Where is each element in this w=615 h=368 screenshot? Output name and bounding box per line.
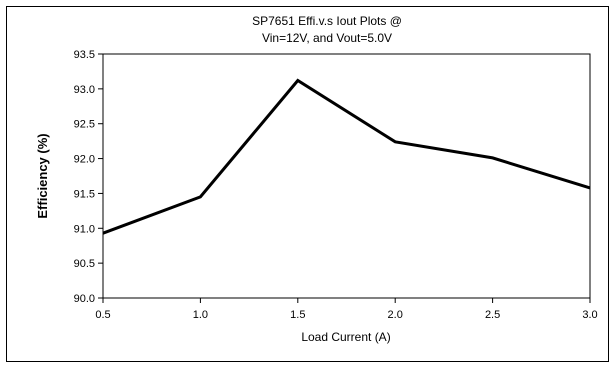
- x-axis-label: Load Current (A): [301, 330, 390, 344]
- x-tick-label: 3.0: [582, 309, 597, 321]
- x-tick-label: 1.0: [193, 309, 208, 321]
- x-tick-label: 0.5: [95, 309, 110, 321]
- x-tick-label: 2.0: [388, 309, 403, 321]
- x-axis-ticks: 0.5 1.0 1.5 2.0 2.5 3.0: [95, 298, 598, 321]
- y-tick-label: 93.5: [74, 49, 95, 61]
- y-tick-label: 93.0: [74, 84, 95, 96]
- x-tick-label: 1.5: [290, 309, 305, 321]
- y-tick-label: 91.5: [74, 188, 95, 200]
- plot-area: [102, 53, 591, 299]
- y-tick-label: 92.5: [74, 119, 95, 131]
- y-axis-label: Efficiency (%): [35, 133, 50, 218]
- y-axis-ticks: 93.5 93.0 92.5 92.0 91.5 91.0 90.5 90.0: [74, 49, 103, 305]
- y-tick-label: 90.5: [74, 258, 95, 270]
- chart-title-line-1: SP7651 Effi.v.s Iout Plots @: [252, 14, 402, 28]
- efficiency-series-line: [102, 78, 591, 235]
- chart-frame: [6, 6, 609, 362]
- y-tick-label: 90.0: [74, 293, 95, 305]
- chart-title-line-2: Vin=12V, and Vout=5.0V: [262, 31, 392, 45]
- y-tick-label: 92.0: [74, 154, 95, 166]
- y-tick-label: 91.0: [74, 223, 95, 235]
- x-tick-label: 2.5: [485, 309, 500, 321]
